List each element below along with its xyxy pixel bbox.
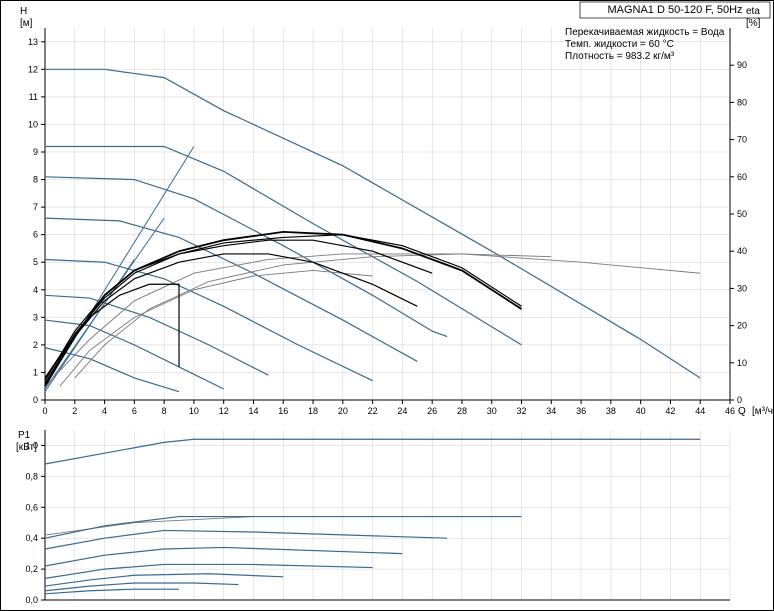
svg-text:28: 28 — [457, 406, 467, 416]
svg-text:0,6: 0,6 — [25, 502, 38, 512]
svg-text:0,8: 0,8 — [25, 471, 38, 481]
svg-text:26: 26 — [427, 406, 437, 416]
power-curve — [45, 589, 179, 594]
svg-text:0,2: 0,2 — [25, 564, 38, 574]
svg-text:22: 22 — [368, 406, 378, 416]
info-temp: Темп. жидкости = 60 °C — [565, 39, 674, 50]
svg-text:16: 16 — [278, 406, 288, 416]
y-left-label: H — [20, 6, 27, 17]
svg-text:46: 46 — [725, 406, 735, 416]
svg-text:6: 6 — [33, 230, 38, 240]
svg-text:6: 6 — [132, 406, 137, 416]
chart-title: MAGNA1 D 50-120 F, 50Hz — [607, 4, 742, 16]
svg-text:7: 7 — [33, 202, 38, 212]
svg-text:20: 20 — [338, 406, 348, 416]
efficiency-curve-gray — [60, 270, 373, 386]
svg-text:10: 10 — [28, 119, 38, 129]
svg-text:2: 2 — [72, 406, 77, 416]
svg-text:18: 18 — [308, 406, 318, 416]
power-curve — [45, 530, 447, 549]
svg-text:1: 1 — [33, 367, 38, 377]
svg-text:8: 8 — [162, 406, 167, 416]
svg-text:80: 80 — [737, 97, 747, 107]
svg-text:14: 14 — [248, 406, 258, 416]
svg-text:30: 30 — [487, 406, 497, 416]
x-label: Q — [738, 406, 746, 417]
svg-text:34: 34 — [546, 406, 556, 416]
svg-text:2: 2 — [33, 340, 38, 350]
svg-text:5: 5 — [33, 257, 38, 267]
svg-text:8: 8 — [33, 175, 38, 185]
svg-text:3: 3 — [33, 312, 38, 322]
svg-text:24: 24 — [397, 406, 407, 416]
svg-text:0: 0 — [737, 395, 742, 405]
svg-text:32: 32 — [517, 406, 527, 416]
svg-text:90: 90 — [737, 60, 747, 70]
svg-text:9: 9 — [33, 147, 38, 157]
svg-text:11: 11 — [29, 92, 38, 102]
svg-text:36: 36 — [576, 406, 586, 416]
svg-text:0,4: 0,4 — [25, 533, 38, 543]
svg-text:[м³/ч]: [м³/ч] — [752, 406, 774, 417]
svg-text:4: 4 — [33, 285, 38, 295]
svg-text:0: 0 — [42, 406, 47, 416]
svg-text:40: 40 — [636, 406, 646, 416]
info-fluid: Перекачиваемая жидкость = Вода — [565, 27, 725, 38]
efficiency-curve — [45, 284, 179, 378]
svg-text:13: 13 — [28, 37, 38, 47]
svg-text:60: 60 — [737, 172, 747, 182]
svg-text:[%]: [%] — [746, 18, 761, 29]
svg-text:[м]: [м] — [20, 18, 33, 29]
svg-text:40: 40 — [737, 246, 747, 256]
svg-text:10: 10 — [189, 406, 199, 416]
svg-text:30: 30 — [737, 283, 747, 293]
head-curve — [45, 259, 373, 380]
svg-text:0: 0 — [33, 395, 38, 405]
svg-text:42: 42 — [665, 406, 675, 416]
y-right-label: eta — [746, 6, 760, 17]
svg-text:[кВт]: [кВт] — [16, 442, 37, 453]
svg-text:0,0: 0,0 — [25, 595, 38, 605]
svg-text:44: 44 — [695, 406, 705, 416]
efficiency-curve — [45, 254, 417, 378]
svg-text:4: 4 — [102, 406, 107, 416]
svg-text:50: 50 — [737, 209, 747, 219]
svg-text:12: 12 — [28, 64, 38, 74]
svg-text:12: 12 — [219, 406, 229, 416]
svg-text:70: 70 — [737, 135, 747, 145]
info-density: Плотность = 983.2 кг/м³ — [565, 51, 675, 62]
pump-curve-chart: MAGNA1 D 50-120 F, 50Hz Перекачиваемая жи… — [0, 0, 774, 611]
svg-text:20: 20 — [737, 321, 747, 331]
p1-label: P1 — [18, 430, 31, 441]
power-curve — [45, 564, 373, 578]
svg-text:38: 38 — [606, 406, 616, 416]
svg-text:10: 10 — [737, 358, 747, 368]
